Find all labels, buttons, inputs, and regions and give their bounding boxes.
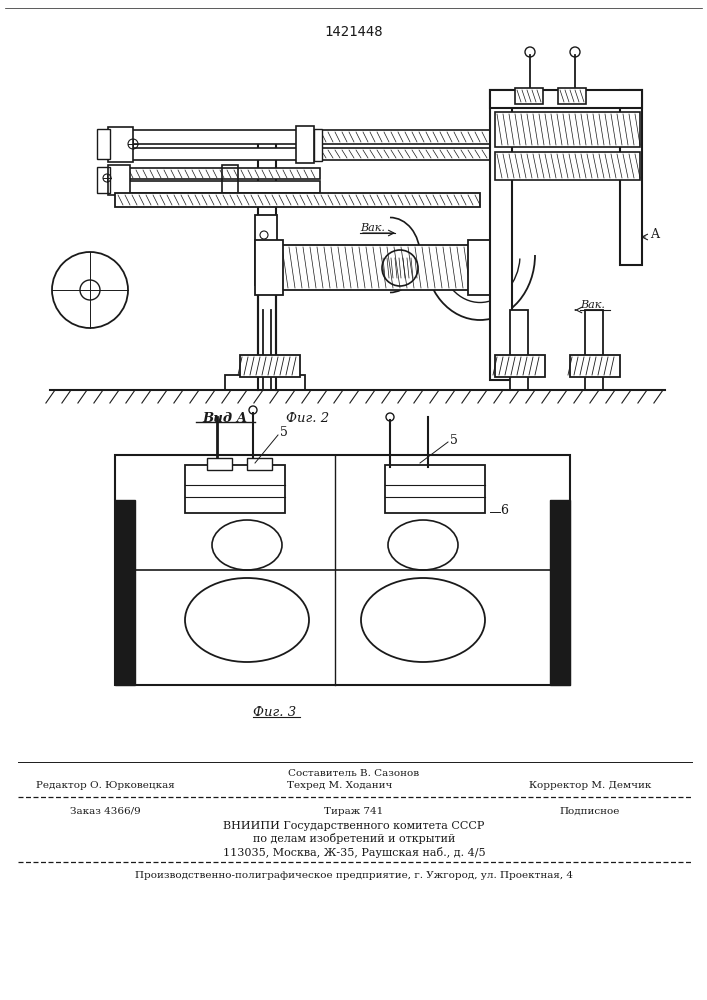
Text: 113035, Москва, Ж-35, Раушская наб., д. 4/5: 113035, Москва, Ж-35, Раушская наб., д. … <box>223 846 485 857</box>
Bar <box>97 129 110 159</box>
Bar <box>468 240 498 295</box>
Bar <box>490 90 642 108</box>
Text: Вак.: Вак. <box>580 300 605 310</box>
Bar <box>558 88 586 104</box>
Bar <box>495 152 640 180</box>
Bar <box>108 127 133 162</box>
Bar <box>115 500 135 685</box>
Bar <box>296 126 314 163</box>
Text: Подписное: Подписное <box>560 806 620 816</box>
Bar <box>115 455 570 685</box>
Bar <box>110 148 490 160</box>
Bar <box>515 88 543 104</box>
Bar <box>247 458 272 470</box>
Text: Редактор О. Юрковецкая: Редактор О. Юрковецкая <box>35 782 175 790</box>
Bar <box>108 165 130 195</box>
Bar <box>225 375 305 390</box>
Text: 5: 5 <box>450 434 458 446</box>
Text: Составитель В. Сазонов: Составитель В. Сазонов <box>288 768 419 778</box>
Text: Тираж 741: Тираж 741 <box>325 806 384 816</box>
Bar <box>495 355 545 377</box>
Text: Фиг. 2: Фиг. 2 <box>286 412 329 424</box>
Text: ВНИИПИ Государственного комитета СССР: ВНИИПИ Государственного комитета СССР <box>223 821 485 831</box>
Text: 5: 5 <box>280 426 288 440</box>
Text: 6: 6 <box>500 504 508 516</box>
Text: Фиг. 3: Фиг. 3 <box>253 706 296 720</box>
Bar <box>280 245 470 290</box>
Text: A: A <box>650 229 659 241</box>
Bar <box>550 500 570 685</box>
Bar <box>110 130 490 144</box>
Bar <box>490 90 512 380</box>
Bar <box>585 310 603 390</box>
Bar <box>240 355 300 377</box>
Bar <box>110 181 320 193</box>
Bar <box>510 310 528 390</box>
Bar <box>385 465 485 513</box>
Bar <box>255 240 283 295</box>
Bar <box>570 355 620 377</box>
Text: 1421448: 1421448 <box>325 25 383 39</box>
Bar <box>115 193 480 207</box>
Bar <box>97 167 110 193</box>
Bar <box>110 168 320 179</box>
Text: Производственно-полиграфическое предприятие, г. Ужгород, ул. Проектная, 4: Производственно-полиграфическое предприя… <box>135 870 573 880</box>
Text: по делам изобретений и открытий: по делам изобретений и открытий <box>253 834 455 844</box>
Text: Техред М. Ходанич: Техред М. Ходанич <box>287 782 392 790</box>
Text: Вак.: Вак. <box>360 223 385 233</box>
Bar <box>207 458 232 470</box>
Text: Вид A: Вид A <box>202 412 247 424</box>
Bar <box>255 215 277 285</box>
Bar <box>620 90 642 265</box>
Bar <box>495 112 640 147</box>
Text: Корректор М. Демчик: Корректор М. Демчик <box>529 782 651 790</box>
Bar <box>550 500 570 685</box>
Bar <box>222 165 238 195</box>
Bar <box>185 465 285 513</box>
Text: Заказ 4366/9: Заказ 4366/9 <box>69 806 141 816</box>
Bar <box>115 500 135 685</box>
Bar <box>314 129 322 161</box>
